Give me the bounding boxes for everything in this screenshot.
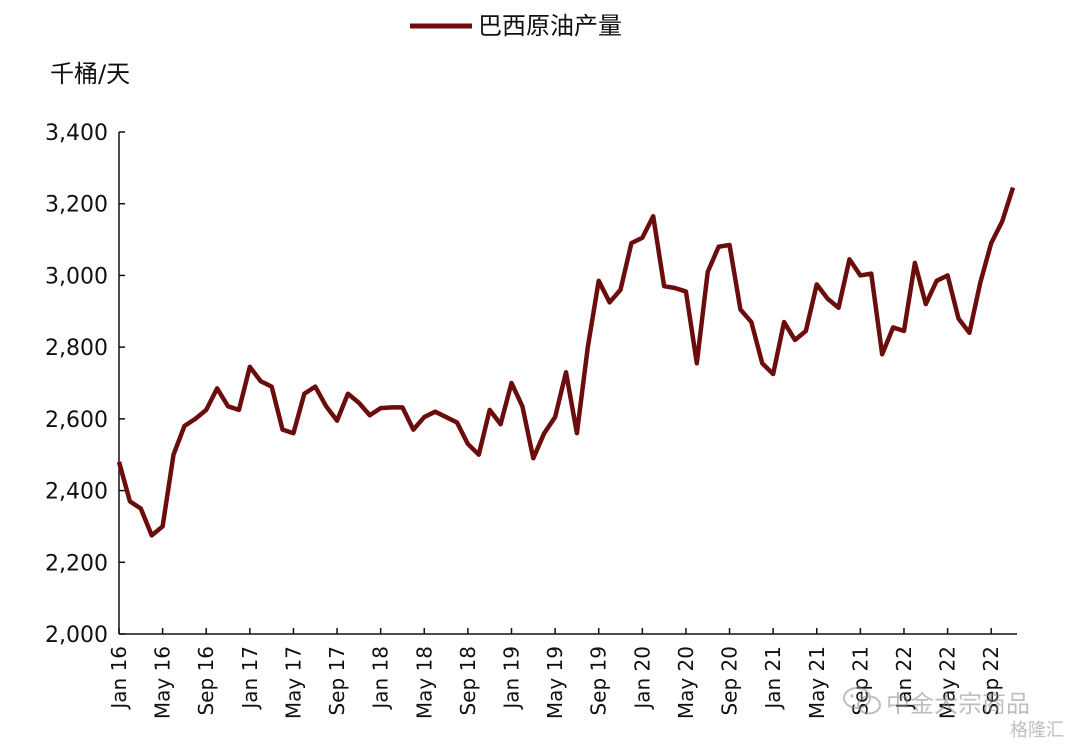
series-layer xyxy=(116,186,1016,538)
x-tick-label: May 17 xyxy=(281,646,305,719)
x-tick-label: May 21 xyxy=(805,646,829,719)
watermark-source-text: 中金大宗商品 xyxy=(886,690,1030,718)
series-line-brazil-crude-output xyxy=(116,186,1016,538)
y-tick-label: 3,000 xyxy=(45,264,108,289)
y-tick-label: 2,600 xyxy=(45,408,108,433)
watermark: 中金大宗商品 格隆汇 xyxy=(842,684,1078,744)
x-axis-ticks: Jan 16 May 16 Sep 16 Jan 17 May 17 Sep 17 Jan … xyxy=(107,628,1003,719)
y-axis-unit-label: 千桶/天 xyxy=(50,60,130,88)
y-tick-label: 2,200 xyxy=(45,551,108,576)
x-tick-label: Sep 22 xyxy=(979,646,1003,716)
x-tick-label: Jan 16 xyxy=(107,646,131,711)
wechat-icon xyxy=(843,687,881,715)
x-tick-label: Jan 19 xyxy=(499,646,523,711)
y-tick-label: 3,400 xyxy=(45,121,108,146)
y-tick-label: 3,200 xyxy=(45,193,108,218)
x-tick-label: May 22 xyxy=(936,646,960,719)
x-tick-label: May 16 xyxy=(151,646,175,719)
x-tick-label: Jan 17 xyxy=(238,646,262,711)
x-tick-label: Sep 20 xyxy=(718,646,742,716)
x-tick-label: Jan 20 xyxy=(630,646,654,711)
y-axis-ticks: 2,000 2,200 2,400 2,600 2,800 3,000 3,200 3,400 xyxy=(45,121,125,648)
x-tick-label: Jan 18 xyxy=(369,646,393,711)
y-tick-label: 2,800 xyxy=(45,336,108,361)
legend-label-brazil-crude-output: 巴西原油产量 xyxy=(478,12,622,40)
x-tick-label: Sep 16 xyxy=(194,646,218,716)
x-tick-label: Sep 17 xyxy=(325,646,349,716)
x-tick-label: Sep 18 xyxy=(456,646,480,716)
x-tick-label: May 18 xyxy=(412,646,436,719)
y-tick-label: 2,400 xyxy=(45,480,108,505)
x-tick-label: May 20 xyxy=(674,646,698,719)
axes xyxy=(118,132,1017,635)
x-tick-label: Sep 19 xyxy=(587,646,611,716)
watermark-site-text: 格隆汇 xyxy=(1010,720,1064,741)
x-tick-label: May 19 xyxy=(543,646,567,719)
x-tick-label: Jan 21 xyxy=(761,646,785,711)
x-tick-label: Jan 22 xyxy=(892,646,916,711)
y-tick-label: 2,000 xyxy=(45,623,108,648)
legend: 巴西原油产量 xyxy=(410,12,622,40)
